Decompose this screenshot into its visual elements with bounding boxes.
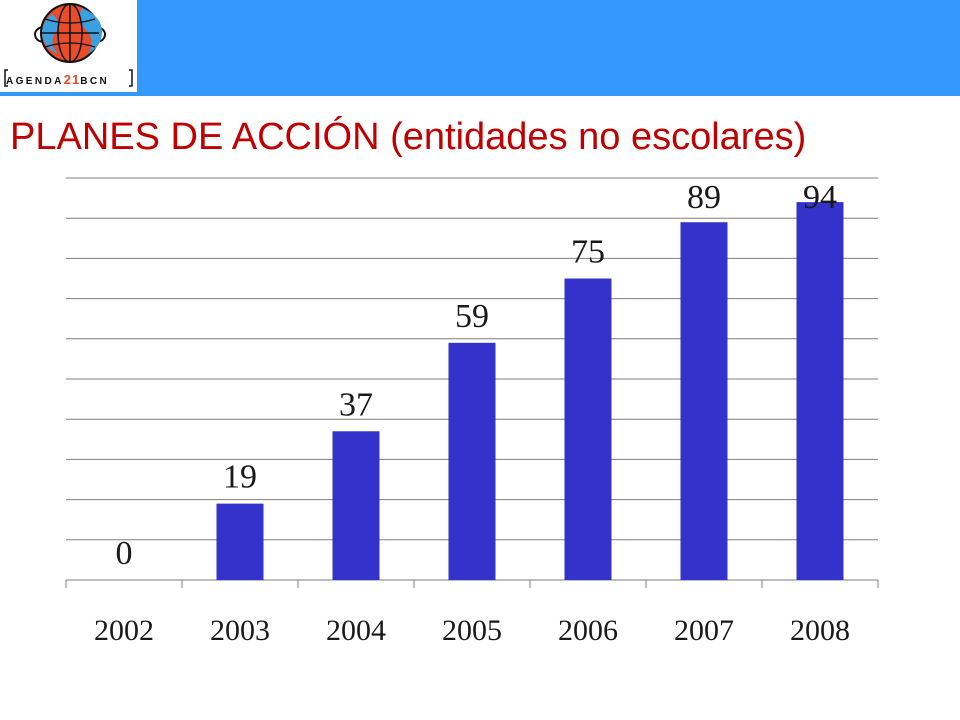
x-tick-label-2005: 2005 bbox=[442, 614, 502, 647]
page-title: PLANES DE ACCIÓN (entidades no escolares… bbox=[10, 116, 807, 158]
data-label-2004: 37 bbox=[339, 386, 373, 423]
header-band: AGENDA21BCN bbox=[0, 0, 960, 96]
x-tick-label-2008: 2008 bbox=[790, 614, 850, 647]
x-tick-label-2006: 2006 bbox=[558, 614, 618, 647]
bar-2005 bbox=[448, 342, 496, 580]
bar-2006 bbox=[564, 278, 612, 580]
data-label-2008: 94 bbox=[803, 179, 837, 216]
bar-2008 bbox=[796, 202, 844, 580]
data-label-2002: 0 bbox=[116, 535, 133, 572]
data-label-2006: 75 bbox=[571, 234, 605, 271]
logo-suffix: BCN bbox=[80, 76, 110, 87]
bar-2004 bbox=[332, 431, 380, 580]
globe-logo-icon bbox=[4, 3, 133, 87]
x-tick-label-2004: 2004 bbox=[326, 614, 386, 647]
logo-prefix: AGENDA bbox=[6, 76, 64, 87]
data-label-2007: 89 bbox=[687, 179, 721, 216]
x-tick-label-2003: 2003 bbox=[210, 614, 270, 647]
data-label-2005: 59 bbox=[455, 298, 489, 335]
x-tick-label-2007: 2007 bbox=[674, 614, 734, 647]
x-tick-label-2002: 2002 bbox=[94, 614, 154, 647]
data-label-2003: 19 bbox=[223, 459, 257, 496]
bar-2003 bbox=[216, 503, 264, 580]
agenda21-logo: AGENDA21BCN bbox=[0, 0, 137, 92]
bar-2007 bbox=[680, 222, 728, 580]
logo-wordmark: AGENDA21BCN bbox=[6, 72, 136, 87]
logo-number: 21 bbox=[63, 72, 81, 87]
